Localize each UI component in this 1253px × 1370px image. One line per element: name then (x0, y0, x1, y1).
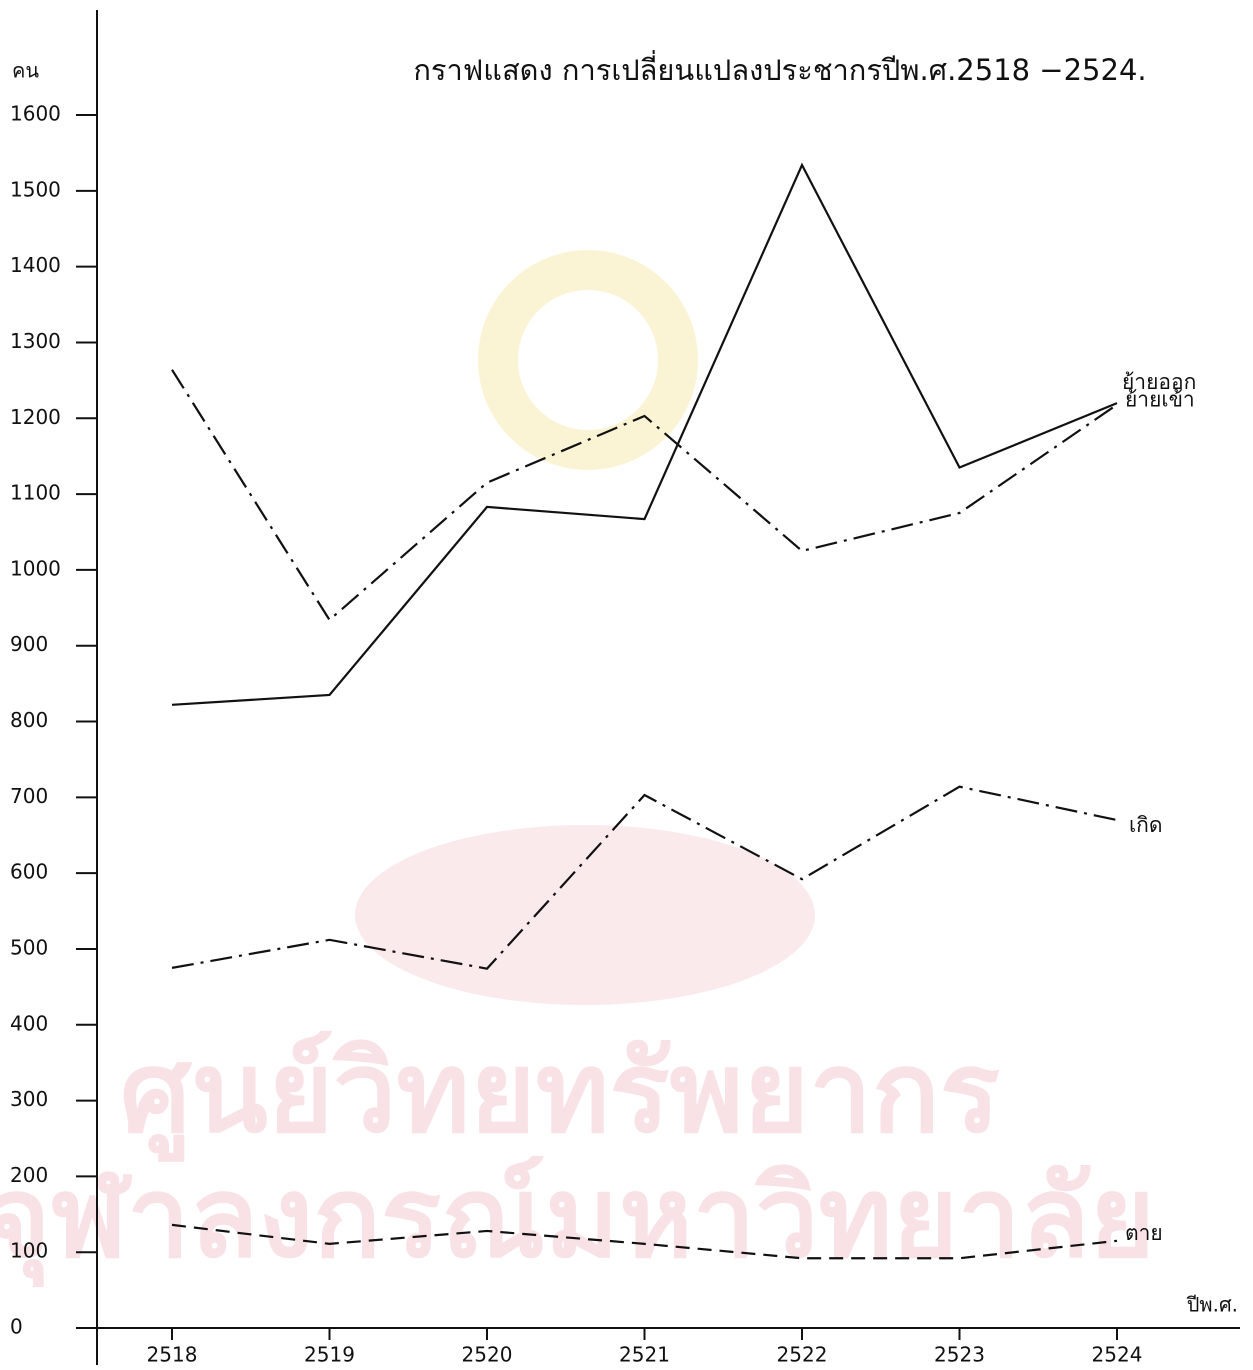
y-tick-label: 100 (10, 1239, 48, 1263)
x-tick-label: 2519 (304, 1343, 355, 1367)
y-tick-label: 1600 (10, 102, 61, 126)
y-tick-label: 1100 (10, 481, 61, 505)
y-tick-label: 300 (10, 1087, 48, 1111)
series-label: ตาย (1125, 1221, 1163, 1245)
line (171, 785, 1118, 970)
y-tick-label: 400 (10, 1011, 48, 1035)
y-tick-label: 600 (10, 860, 48, 884)
y-tick-label: 1400 (10, 253, 61, 277)
x-tick-label: 2520 (462, 1343, 513, 1367)
y-tick-label: 0 (10, 1315, 23, 1339)
series-label: ย้ายออก (1122, 370, 1196, 394)
series-label: ย้ายเข้า (1125, 388, 1195, 412)
line (171, 162, 1118, 706)
line (171, 369, 1118, 622)
y-tick-label: 200 (10, 1163, 48, 1187)
y-tick-label: 500 (10, 935, 48, 959)
y-tick-label: 1000 (10, 556, 61, 580)
chart-title: กราฟแสดง การเปลี่ยนแปลงประชากรปีพ.ศ.2518… (413, 50, 1146, 87)
x-tick-label: 2524 (1092, 1343, 1143, 1367)
watermark: ศูนย์วิทยทรัพยากร (120, 1028, 1000, 1162)
watermark-logo (355, 825, 815, 1005)
series-label: เกิด (1129, 813, 1163, 837)
y-tick-label: 1200 (10, 405, 61, 429)
y-axis-label: คน (12, 59, 39, 83)
x-tick-label: 2521 (619, 1343, 670, 1367)
watermark-logo (478, 250, 698, 470)
x-axis-label: ปีพ.ศ. (1186, 1293, 1238, 1317)
line (171, 1223, 1118, 1260)
x-tick-label: 2523 (934, 1343, 985, 1367)
y-tick-label: 900 (10, 632, 48, 656)
y-tick-label: 1300 (10, 329, 61, 353)
y-tick-label: 1500 (10, 177, 61, 201)
y-tick-label: 800 (10, 708, 48, 732)
watermark: จุฬาลงกรณ์มหาวิทยาลัย (0, 1153, 1155, 1288)
y-tick-label: 700 (10, 784, 48, 808)
x-tick-label: 2522 (777, 1343, 828, 1367)
x-tick-label: 2518 (147, 1343, 198, 1367)
